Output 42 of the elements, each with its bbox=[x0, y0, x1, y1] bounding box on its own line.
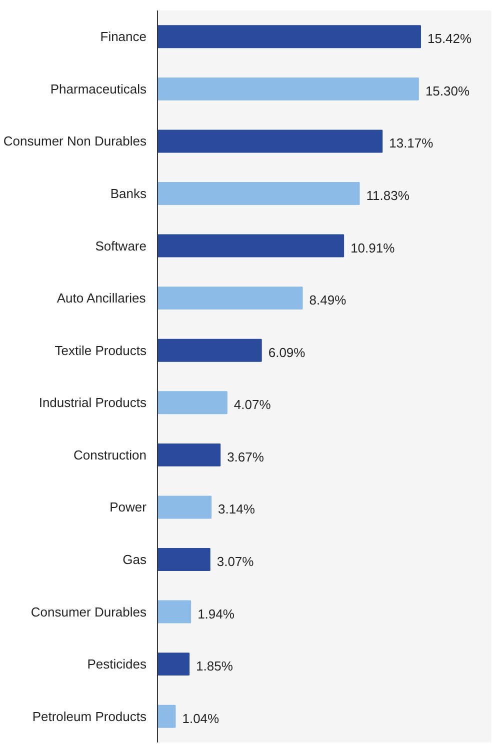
bar bbox=[158, 182, 360, 205]
y-tick-label: Finance bbox=[100, 29, 146, 44]
data-label: 1.94% bbox=[198, 606, 235, 622]
bar bbox=[158, 234, 344, 258]
bar bbox=[158, 443, 221, 466]
bar bbox=[158, 130, 383, 153]
bar bbox=[158, 496, 212, 519]
data-label: 3.07% bbox=[216, 554, 254, 569]
y-tick-label: Petroleum Products bbox=[32, 708, 147, 724]
data-label: 3.67% bbox=[227, 449, 264, 464]
y-tick-label: Software bbox=[95, 238, 147, 254]
y-tick-label: Pesticides bbox=[87, 656, 147, 672]
bar bbox=[158, 25, 421, 48]
y-tick-label: Consumer Durables bbox=[30, 604, 147, 620]
y-tick-label: Auto Ancillaries bbox=[56, 290, 146, 306]
y-tick-label: Textile Products bbox=[54, 342, 147, 358]
data-label: 8.49% bbox=[309, 292, 347, 308]
data-label: 10.91% bbox=[350, 240, 396, 256]
y-tick-label: Construction bbox=[74, 447, 147, 462]
data-label: 13.17% bbox=[389, 136, 434, 151]
bar bbox=[158, 77, 419, 100]
bar bbox=[158, 652, 190, 676]
bar bbox=[158, 600, 192, 624]
data-label: 4.07% bbox=[234, 397, 272, 412]
bar bbox=[158, 391, 228, 414]
data-label: 15.30% bbox=[425, 83, 470, 98]
y-tick-label: Pharmaceuticals bbox=[50, 81, 147, 96]
y-tick-label: Gas bbox=[122, 552, 147, 567]
y-tick-label: Consumer Non Durables bbox=[3, 134, 147, 149]
y-tick-label: Banks bbox=[110, 186, 147, 201]
data-label: 1.85% bbox=[196, 658, 234, 674]
data-label: 6.09% bbox=[268, 344, 306, 360]
y-tick-label: Industrial Products bbox=[38, 395, 147, 410]
data-label: 15.42% bbox=[427, 31, 472, 46]
bar bbox=[158, 286, 303, 310]
bar bbox=[158, 548, 210, 571]
data-label: 1.04% bbox=[182, 710, 220, 726]
data-label: 3.14% bbox=[218, 502, 256, 517]
data-label: 11.83% bbox=[366, 188, 410, 203]
y-tick-label: Power bbox=[110, 500, 148, 515]
bar bbox=[158, 704, 176, 728]
bar bbox=[158, 338, 262, 362]
